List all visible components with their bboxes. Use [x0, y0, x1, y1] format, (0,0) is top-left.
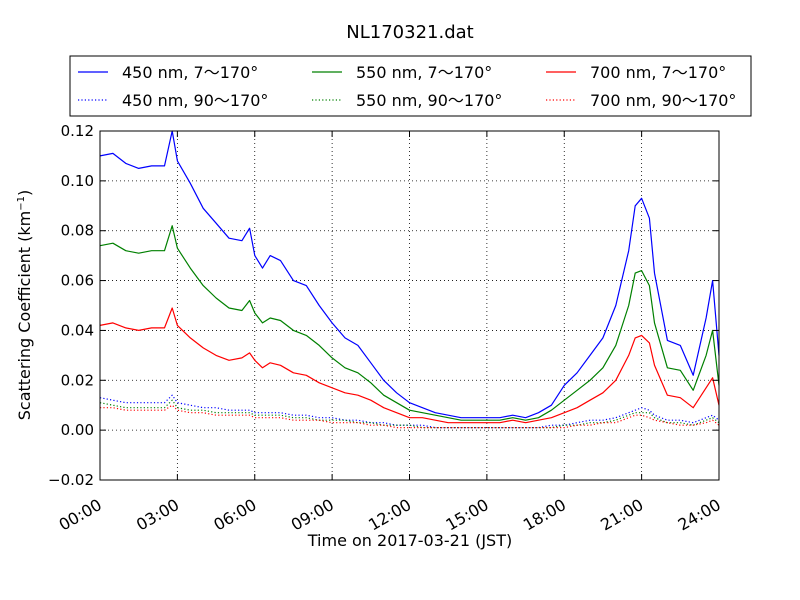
legend-entry: 450 nm, 7～170° — [78, 63, 258, 82]
x-tick-label: 03:00 — [133, 495, 182, 535]
legend-entry: 700 nm, 7～170° — [546, 63, 726, 82]
legend-entry: 450 nm, 90～170° — [78, 91, 268, 110]
chart-title: NL170321.dat — [346, 22, 473, 43]
y-tick-label: 0.04 — [61, 321, 94, 339]
y-axis-label: Scattering Coefficient (km−1) — [15, 190, 34, 421]
x-tick-label: 12:00 — [365, 495, 414, 535]
series-line-700-nm-7-170- — [99, 307, 720, 424]
legend-label: 700 nm, 7～170° — [590, 63, 726, 82]
legend-frame — [69, 55, 752, 117]
y-tick-label: 0.10 — [61, 172, 94, 190]
x-tick-label: 18:00 — [520, 495, 569, 535]
x-tick-label: 24:00 — [675, 495, 724, 535]
legend-label: 700 nm, 90～170° — [590, 91, 736, 110]
legend-label: 550 nm, 7～170° — [356, 63, 492, 82]
series-line-450-nm-7-170- — [99, 130, 720, 419]
series-layer — [99, 130, 720, 429]
y-axis-label-main: Scattering Coefficient (km — [15, 211, 34, 421]
series-line-450-nm-90-170- — [99, 394, 720, 429]
x-tick-label: 15:00 — [442, 495, 491, 535]
legend: 450 nm, 7～170° 550 nm, 7～170° 700 nm, 7～17… — [69, 55, 752, 117]
x-tick-label: 06:00 — [210, 495, 259, 535]
series-line-550-nm-7-170- — [99, 225, 720, 421]
legend-entry: 700 nm, 90～170° — [546, 91, 736, 110]
y-tick-label: 0.00 — [61, 421, 94, 439]
legend-label: 550 nm, 90～170° — [356, 91, 502, 110]
x-tick-label: 00:00 — [56, 495, 105, 535]
y-tick-label: −0.02 — [48, 471, 94, 489]
legend-entry: 550 nm, 90～170° — [312, 91, 502, 110]
legend-entry: 550 nm, 7～170° — [312, 63, 492, 82]
y-tick-label: 0.12 — [61, 122, 94, 140]
y-tick-label: 0.02 — [61, 371, 94, 389]
y-tick-label: 0.08 — [61, 222, 94, 240]
legend-label: 450 nm, 90～170° — [122, 91, 268, 110]
y-axis-label-sup: −1 — [16, 196, 27, 211]
y-tick-label: 0.06 — [61, 272, 94, 290]
plot-area: 00:00 03:00 06:00 09:00 12:00 15:00 18:00 21:00… — [48, 122, 724, 535]
x-tick-label: 21:00 — [597, 495, 646, 535]
y-axis-label-close: ) — [15, 190, 34, 196]
legend-label: 450 nm, 7～170° — [122, 63, 258, 82]
x-axis-label: Time on 2017-03-21 (JST) — [307, 531, 512, 550]
x-tick-label: 09:00 — [288, 495, 337, 535]
